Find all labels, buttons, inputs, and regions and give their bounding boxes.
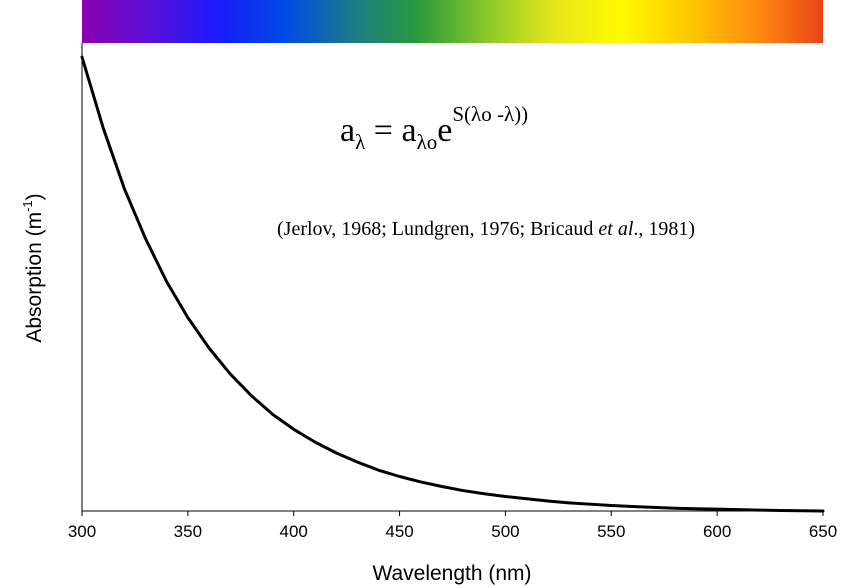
formula-lambda0-subscript: λo — [417, 130, 438, 154]
formula-equals: = — [365, 112, 401, 149]
x-axis-ticks — [81, 511, 824, 516]
formula-lambda-subscript: λ — [355, 130, 366, 154]
formula-a2: a — [401, 112, 416, 149]
citation-prefix: (Jerlov, 1968; Lundgren, 1976; Bricaud — [277, 218, 598, 240]
formula-exponent: S(λo -λ)) — [452, 102, 528, 126]
x-tick-label: 450 — [385, 522, 413, 541]
citation-italic: et al — [598, 218, 633, 240]
x-tick-label: 300 — [68, 522, 96, 541]
formula-e: e — [437, 112, 452, 149]
formula-a: a — [340, 112, 355, 149]
citation-suffix: ., 1981) — [633, 218, 695, 240]
absorption-curve — [80, 55, 825, 513]
x-tick-label: 600 — [703, 522, 731, 541]
x-tick-label: 550 — [597, 522, 625, 541]
x-tick-label: 350 — [174, 522, 202, 541]
x-tick-label: 650 — [809, 522, 837, 541]
y-axis-label-superscript: -1 — [20, 200, 35, 212]
y-axis-label-text: Absorption (m — [23, 212, 46, 343]
x-tick-label: 500 — [491, 522, 519, 541]
citation: (Jerlov, 1968; Lundgren, 1976; Bricaud e… — [277, 218, 695, 240]
x-axis-label: Wavelength (nm) — [372, 562, 531, 585]
y-axis-label-close: ) — [23, 193, 46, 200]
visible-spectrum-band — [82, 0, 823, 43]
x-tick-label: 400 — [280, 522, 308, 541]
y-axis-label: Absorption (m-1) — [20, 193, 46, 342]
x-axis-tick-labels: 300 350 400 450 500 550 600 650 — [68, 522, 837, 541]
formula: aλ = aλoeS(λo -λ)) — [340, 102, 528, 154]
